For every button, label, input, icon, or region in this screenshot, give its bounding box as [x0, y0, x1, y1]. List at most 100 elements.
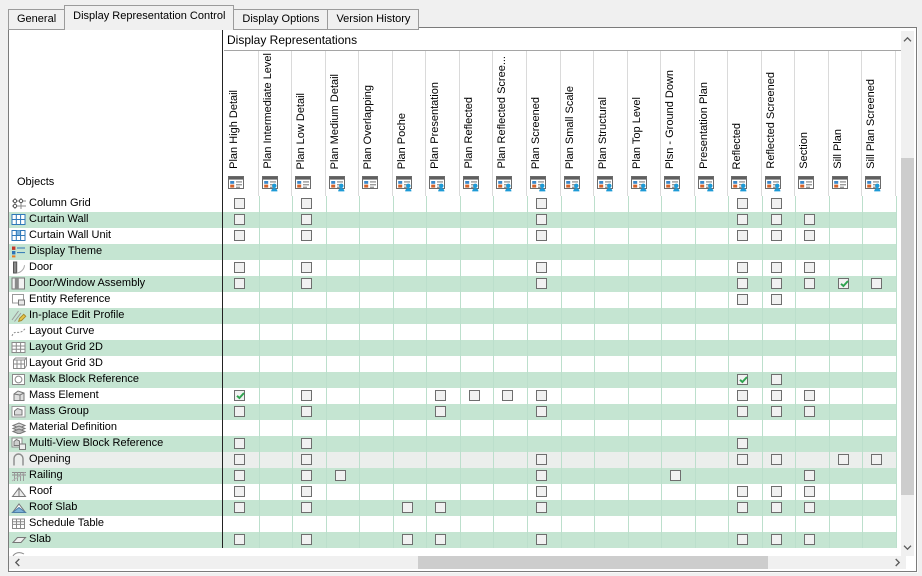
tab-general[interactable]: General [8, 9, 66, 30]
display-rep-checkbox-unchecked[interactable] [804, 390, 815, 401]
display-rep-checkbox-unchecked[interactable] [536, 502, 547, 513]
display-rep-checkbox-unchecked[interactable] [771, 486, 782, 497]
display-rep-checkbox-unchecked[interactable] [536, 486, 547, 497]
display-rep-checkbox-unchecked[interactable] [771, 390, 782, 401]
display-rep-checkbox-unchecked[interactable] [301, 230, 312, 241]
display-rep-checkbox-unchecked[interactable] [301, 534, 312, 545]
display-rep-checkbox-unchecked[interactable] [301, 486, 312, 497]
display-rep-checkbox-unchecked[interactable] [737, 294, 748, 305]
display-rep-checkbox-unchecked[interactable] [234, 198, 245, 209]
display-rep-checkbox-unchecked[interactable] [301, 198, 312, 209]
display-rep-checkbox-unchecked[interactable] [871, 278, 882, 289]
display-rep-checkbox-unchecked[interactable] [234, 502, 245, 513]
display-rep-checkbox-unchecked[interactable] [771, 294, 782, 305]
display-rep-checkbox-unchecked[interactable] [737, 278, 748, 289]
display-rep-checkbox-unchecked[interactable] [737, 502, 748, 513]
display-rep-checkbox-unchecked[interactable] [737, 406, 748, 417]
display-rep-checkbox-unchecked[interactable] [234, 486, 245, 497]
display-rep-checkbox-unchecked[interactable] [737, 198, 748, 209]
display-rep-checkbox-unchecked[interactable] [435, 406, 446, 417]
display-rep-checkbox-unchecked[interactable] [502, 390, 513, 401]
tab-display-options[interactable]: Display Options [233, 9, 329, 30]
display-rep-checkbox-unchecked[interactable] [771, 214, 782, 225]
display-rep-checkbox-unchecked[interactable] [234, 438, 245, 449]
display-rep-checkbox-unchecked[interactable] [737, 214, 748, 225]
display-rep-checkbox-unchecked[interactable] [771, 454, 782, 465]
display-rep-checkbox-unchecked[interactable] [301, 470, 312, 481]
display-rep-checkbox-unchecked[interactable] [536, 262, 547, 273]
display-rep-checkbox-unchecked[interactable] [804, 278, 815, 289]
display-rep-checkbox-unchecked[interactable] [469, 390, 480, 401]
display-rep-checkbox-unchecked[interactable] [804, 502, 815, 513]
display-rep-checkbox-unchecked[interactable] [771, 502, 782, 513]
display-rep-checkbox-unchecked[interactable] [234, 262, 245, 273]
down-chevron-icon[interactable] [901, 539, 914, 556]
display-rep-checkbox-unchecked[interactable] [737, 454, 748, 465]
display-rep-checkbox-unchecked[interactable] [234, 534, 245, 545]
display-rep-checkbox-unchecked[interactable] [301, 406, 312, 417]
display-rep-checkbox-unchecked[interactable] [301, 438, 312, 449]
display-rep-checkbox-unchecked[interactable] [301, 454, 312, 465]
up-chevron-icon[interactable] [901, 31, 914, 48]
display-rep-checkbox-unchecked[interactable] [301, 262, 312, 273]
horizontal-scrollbar-thumb[interactable] [418, 556, 768, 569]
display-rep-checkbox-unchecked[interactable] [536, 534, 547, 545]
display-rep-checkbox-checked[interactable] [737, 374, 748, 385]
display-rep-checkbox-unchecked[interactable] [301, 502, 312, 513]
display-rep-checkbox-unchecked[interactable] [771, 198, 782, 209]
vertical-scrollbar-thumb[interactable] [901, 158, 914, 495]
display-rep-checkbox-unchecked[interactable] [234, 470, 245, 481]
display-rep-checkbox-checked[interactable] [838, 278, 849, 289]
display-rep-checkbox-unchecked[interactable] [871, 454, 882, 465]
display-rep-checkbox-unchecked[interactable] [301, 390, 312, 401]
display-rep-checkbox-unchecked[interactable] [234, 214, 245, 225]
display-rep-checkbox-unchecked[interactable] [402, 534, 413, 545]
display-rep-checkbox-unchecked[interactable] [838, 454, 849, 465]
display-rep-checkbox-unchecked[interactable] [435, 390, 446, 401]
display-rep-checkbox-unchecked[interactable] [536, 470, 547, 481]
display-rep-checkbox-unchecked[interactable] [234, 278, 245, 289]
left-chevron-icon[interactable] [9, 556, 26, 569]
display-rep-checkbox-unchecked[interactable] [234, 454, 245, 465]
display-rep-checkbox-unchecked[interactable] [536, 390, 547, 401]
display-rep-checkbox-unchecked[interactable] [771, 374, 782, 385]
display-rep-checkbox-unchecked[interactable] [771, 230, 782, 241]
horizontal-scrollbar[interactable] [9, 556, 906, 569]
vertical-scrollbar[interactable] [901, 31, 914, 556]
display-rep-checkbox-unchecked[interactable] [804, 534, 815, 545]
display-rep-checkbox-unchecked[interactable] [737, 262, 748, 273]
right-chevron-icon[interactable] [889, 556, 906, 569]
display-rep-checkbox-unchecked[interactable] [536, 454, 547, 465]
display-rep-checkbox-checked[interactable] [234, 390, 245, 401]
display-rep-checkbox-unchecked[interactable] [536, 406, 547, 417]
display-rep-checkbox-unchecked[interactable] [402, 502, 413, 513]
display-rep-checkbox-unchecked[interactable] [234, 406, 245, 417]
display-rep-checkbox-unchecked[interactable] [804, 262, 815, 273]
display-rep-checkbox-unchecked[interactable] [536, 214, 547, 225]
display-rep-checkbox-unchecked[interactable] [335, 470, 346, 481]
display-rep-checkbox-unchecked[interactable] [804, 486, 815, 497]
display-rep-checkbox-unchecked[interactable] [771, 262, 782, 273]
tab-display-representation-control[interactable]: Display Representation Control [64, 5, 235, 30]
display-rep-checkbox-unchecked[interactable] [771, 406, 782, 417]
tab-version-history[interactable]: Version History [327, 9, 420, 30]
display-rep-checkbox-unchecked[interactable] [771, 534, 782, 545]
display-rep-checkbox-unchecked[interactable] [234, 230, 245, 241]
display-rep-checkbox-unchecked[interactable] [536, 230, 547, 241]
display-rep-checkbox-unchecked[interactable] [804, 214, 815, 225]
display-rep-checkbox-unchecked[interactable] [435, 534, 446, 545]
display-rep-checkbox-unchecked[interactable] [804, 470, 815, 481]
display-rep-checkbox-unchecked[interactable] [804, 230, 815, 241]
display-rep-checkbox-unchecked[interactable] [737, 230, 748, 241]
display-rep-checkbox-unchecked[interactable] [435, 502, 446, 513]
display-rep-checkbox-unchecked[interactable] [536, 198, 547, 209]
display-rep-checkbox-unchecked[interactable] [771, 278, 782, 289]
display-rep-checkbox-unchecked[interactable] [804, 406, 815, 417]
display-rep-checkbox-unchecked[interactable] [737, 486, 748, 497]
display-rep-checkbox-unchecked[interactable] [737, 438, 748, 449]
display-rep-checkbox-unchecked[interactable] [301, 214, 312, 225]
display-rep-checkbox-unchecked[interactable] [737, 390, 748, 401]
display-rep-checkbox-unchecked[interactable] [670, 470, 681, 481]
display-rep-checkbox-unchecked[interactable] [536, 278, 547, 289]
display-rep-checkbox-unchecked[interactable] [301, 278, 312, 289]
